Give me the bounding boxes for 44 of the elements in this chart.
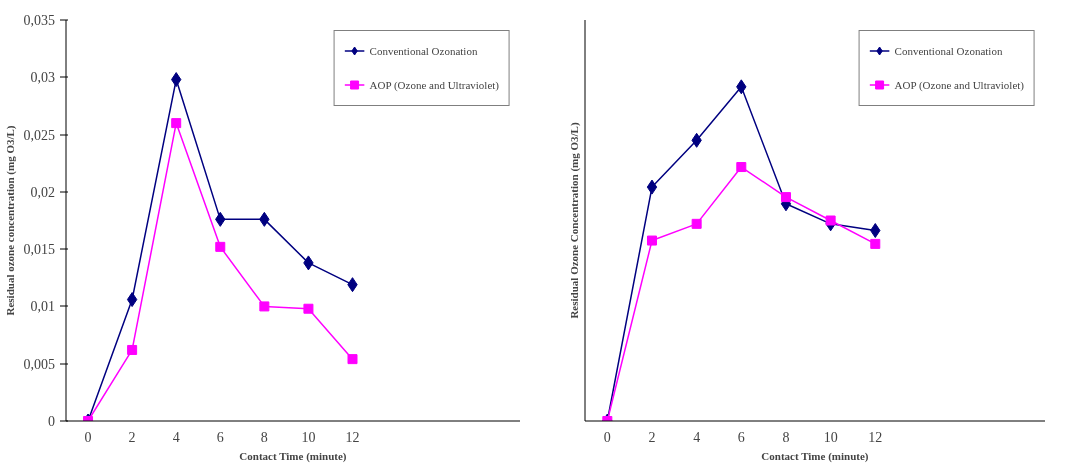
point	[215, 241, 226, 252]
x-tick-label: 4	[172, 430, 180, 445]
point	[646, 235, 657, 246]
point	[736, 162, 747, 173]
point	[127, 344, 138, 355]
point	[691, 218, 702, 229]
legend-label: AOP (Ozone and Ultraviolet)	[894, 79, 1024, 91]
legend-label: Conventional Ozonation	[894, 45, 1003, 57]
point	[126, 292, 138, 308]
y-tick-label: 0,015	[23, 242, 55, 258]
x-tick-label: 12	[345, 430, 360, 445]
point	[646, 179, 658, 195]
point	[870, 238, 881, 249]
y-tick-label: 0,025	[23, 127, 55, 143]
x-axis-title: Contact Time (minute)	[239, 450, 347, 463]
y-tick-label: 0,035	[23, 13, 55, 28]
point	[825, 215, 836, 226]
legend-label: AOP (Ozone and Ultraviolet)	[369, 79, 499, 91]
point	[780, 192, 791, 203]
x-tick-label: 0	[84, 430, 92, 445]
x-tick-label: 2	[128, 430, 136, 445]
x-tick-label: 4	[693, 430, 701, 445]
y-tick-label: 0	[48, 414, 55, 429]
x-tick-label: 12	[868, 430, 883, 445]
y-tick-label: 0,02	[30, 184, 55, 200]
x-tick-label: 6	[737, 430, 745, 445]
x-tick-label: 6	[216, 430, 224, 445]
point	[347, 354, 358, 365]
x-tick-label: 10	[301, 430, 316, 445]
point	[171, 118, 182, 129]
y-axis-title: Residual Ozone Concentration (mg O3/L)	[568, 122, 581, 319]
x-tick-label: 8	[782, 430, 790, 445]
x-axis-title: Contact Time (minute)	[761, 450, 869, 463]
x-tick-label: 2	[648, 430, 656, 445]
x-tick-label: 10	[823, 430, 838, 445]
x-tick-label: 8	[260, 430, 268, 445]
point	[259, 301, 270, 312]
y-axis-title: Residual ozone concentration (mg O3/L)	[3, 125, 17, 316]
x-tick-label: 0	[603, 430, 611, 445]
y-tick-label: 0,005	[23, 356, 55, 372]
y-tick-label: 0,01	[30, 299, 55, 315]
y-tick-label: 0,03	[30, 70, 55, 86]
legend-label: Conventional Ozonation	[369, 45, 478, 57]
point	[303, 303, 314, 314]
